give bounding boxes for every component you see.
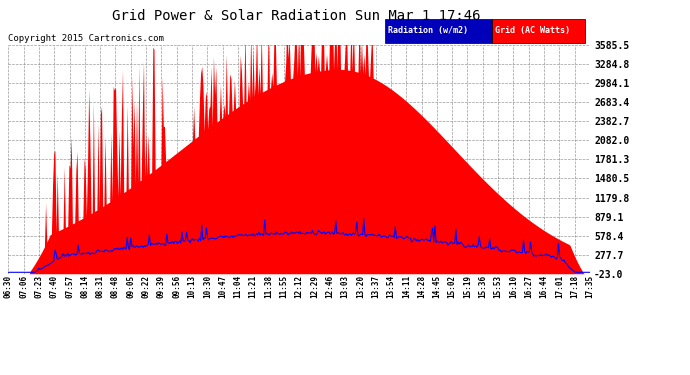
Text: Grid (AC Watts): Grid (AC Watts) bbox=[495, 26, 571, 36]
Text: Copyright 2015 Cartronics.com: Copyright 2015 Cartronics.com bbox=[8, 34, 164, 43]
Text: Radiation (w/m2): Radiation (w/m2) bbox=[388, 26, 469, 36]
Text: Grid Power & Solar Radiation Sun Mar 1 17:46: Grid Power & Solar Radiation Sun Mar 1 1… bbox=[112, 9, 481, 23]
